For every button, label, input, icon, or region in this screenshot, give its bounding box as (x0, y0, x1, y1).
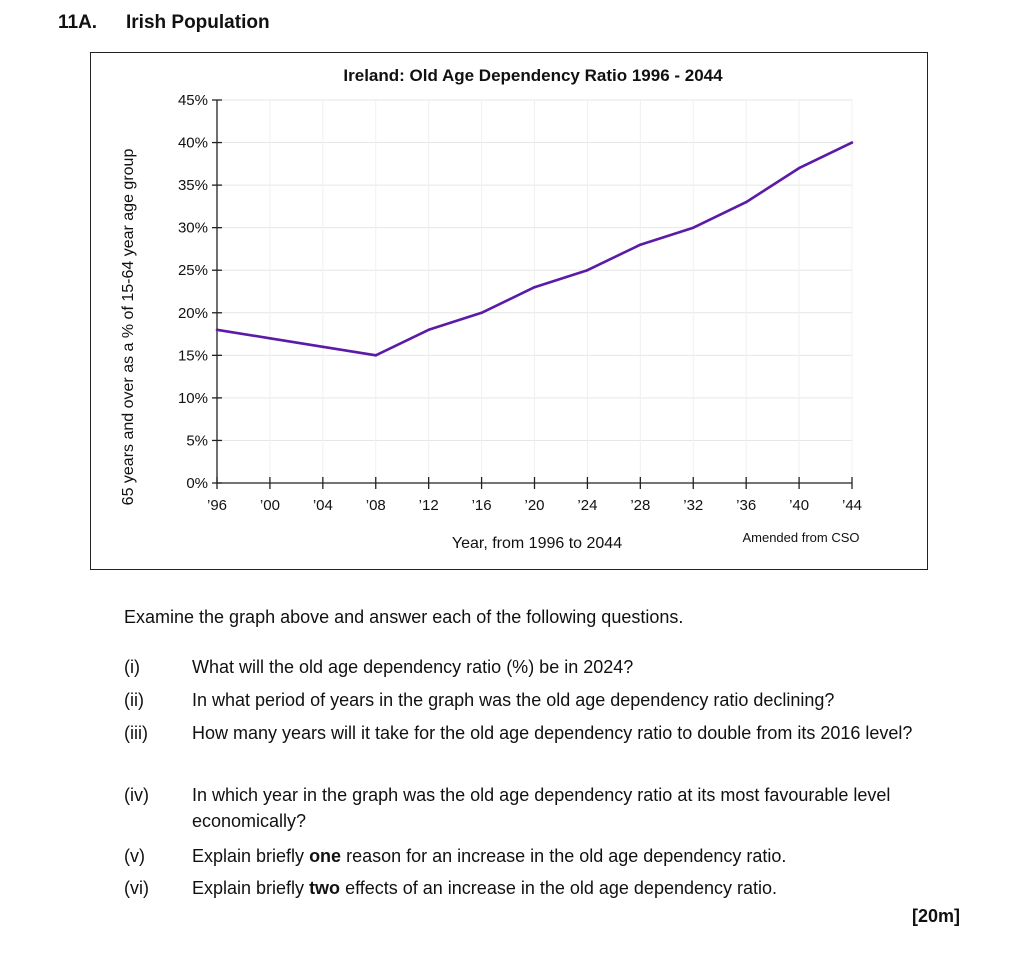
emphasis-word: two (309, 878, 341, 898)
y-tick-label: 35% (178, 177, 208, 194)
x-tick-label: ’20 (524, 497, 544, 514)
data-point (850, 141, 854, 144)
data-point (744, 200, 748, 204)
data-point (427, 328, 430, 332)
data-point (691, 226, 695, 229)
chart-panel: Ireland: Old Age Dependency Ratio 1996 -… (90, 52, 928, 570)
text-segment: effects of an increase in the old age de… (340, 878, 778, 898)
line-chart: Ireland: Old Age Dependency Ratio 1996 -… (120, 66, 862, 552)
text-segment: Explain briefly (192, 878, 310, 898)
axes (212, 99, 853, 489)
x-tick-label: ’36 (736, 497, 756, 514)
y-tick-label: 20% (178, 305, 208, 322)
question-item-text: In which year in the graph was the old a… (192, 785, 891, 831)
x-tick-label: ’16 (472, 497, 492, 514)
y-tick-label: 10% (178, 390, 208, 407)
y-tick-label: 15% (178, 347, 208, 364)
question-title: Irish Population (126, 12, 270, 33)
tick-labels: 0% 5% 10% 15% 20% 25% 30% 35% 40% 45% ’96 ’00 ’04 ’08… (178, 92, 862, 514)
question-heading: 11A. Irish Population (58, 12, 270, 34)
question-item-number: (vi) (124, 878, 149, 898)
x-tick-label: ’08 (366, 497, 386, 514)
data-series (215, 141, 854, 357)
questions-intro: Examine the graph above and answer each … (124, 607, 684, 627)
y-tick-label: 45% (178, 92, 208, 109)
question-item-text: How many years will it take for the old … (192, 723, 913, 743)
question-item-number: (ii) (124, 690, 144, 710)
question-item-number: (i) (124, 657, 140, 677)
data-point (321, 345, 325, 349)
y-tick-label: 25% (178, 262, 208, 279)
x-axis-label: Year, from 1996 to 2044 (452, 535, 622, 552)
source-note: Amended from CSO (742, 530, 859, 545)
y-tick-label: 0% (186, 475, 208, 492)
emphasis-word: one (309, 846, 342, 866)
question-item-number: (iv) (124, 785, 149, 805)
y-tick-label: 5% (186, 432, 208, 449)
x-tick-label: ’32 (683, 497, 703, 514)
x-tick-label: ’24 (577, 497, 597, 514)
marks-label: [20m] (911, 906, 960, 926)
x-tick-label: ’28 (630, 497, 650, 514)
question-item-text: Explain briefly one reason for an increa… (192, 843, 962, 869)
x-tick-label: ’12 (419, 497, 439, 514)
text-segment: reason for an increase in the old age de… (341, 846, 787, 866)
data-point (374, 354, 378, 357)
y-tick-label: 40% (178, 135, 208, 152)
x-tick-label: ’00 (260, 497, 280, 514)
data-point (586, 268, 589, 272)
data-point (268, 337, 272, 340)
x-tick-label: ’96 (207, 497, 227, 514)
question-item-number: (iii) (124, 723, 148, 743)
data-point (639, 243, 642, 246)
y-axis-label: 65 years and over as a % of 15-64 year a… (120, 149, 137, 506)
data-point (533, 285, 536, 289)
data-point (797, 166, 801, 170)
question-number: 11A. (58, 12, 98, 33)
data-point (480, 311, 483, 315)
text-segment: Explain briefly (192, 846, 310, 866)
question-item-text: Explain briefly two effects of an increa… (192, 875, 962, 901)
question-item-text: What will the old age dependency ratio (… (192, 657, 634, 677)
chart-title: Ireland: Old Age Dependency Ratio 1996 -… (343, 66, 723, 85)
y-tick-label: 30% (178, 220, 208, 237)
data-point (215, 328, 219, 332)
gridlines (217, 99, 853, 483)
x-tick-label: ’44 (842, 497, 862, 514)
x-tick-label: ’04 (313, 497, 333, 514)
x-tick-label: ’40 (789, 497, 809, 514)
question-item-text: In what period of years in the graph was… (192, 690, 835, 710)
question-item-number: (v) (124, 846, 145, 866)
